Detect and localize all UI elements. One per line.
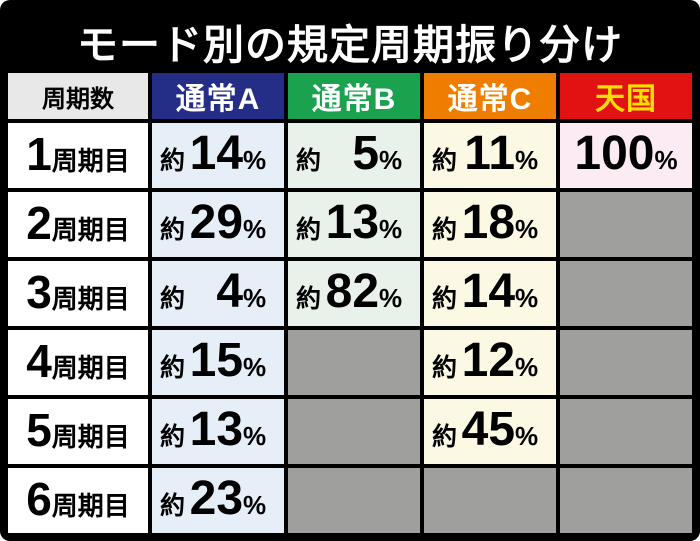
row-label-cycle-1: 1 周期目 [8,123,148,188]
percent-unit: % [515,283,539,313]
table-cell: 約 45 % [424,399,556,464]
table-cell-empty [288,399,420,464]
percent-unit: % [379,283,403,313]
percent-unit: % [515,352,539,382]
percent-unit: % [243,490,267,520]
percent-value: 12 [461,334,516,387]
table-cell: 約 29 % [152,192,284,257]
percent-unit: % [379,145,403,175]
cycle-number: 5 [26,404,52,456]
column-header-cycle-count: 周期数 [8,73,148,119]
percent-value: 18 [461,196,516,249]
column-header-normal-c: 通常C [424,73,556,119]
percent-value: 11 [464,127,516,180]
percent-unit: % [654,145,678,175]
table-cell: 約 5 % [288,123,420,188]
approx-prefix: 約 [160,492,186,520]
approx-prefix: 約 [296,216,322,244]
cycle-suffix: 周期目 [51,284,130,314]
table-cell-empty [560,330,692,395]
approx-prefix: 約 [160,285,186,313]
cycle-number: 3 [26,266,52,318]
percent-value: 14 [189,127,244,180]
column-header-heaven: 天国 [560,73,692,119]
cycle-suffix: 周期目 [51,491,130,521]
column-header-normal-b: 通常B [288,73,420,119]
percent-value: 13 [189,403,244,456]
table-cell: 約 13 % [152,399,284,464]
table-cell: 約 13 % [288,192,420,257]
row-label-cycle-2: 2 周期目 [8,192,148,257]
table-cell: 約 11 % [424,123,556,188]
table-cell: 約 18 % [424,192,556,257]
cycle-suffix: 周期目 [51,215,130,245]
table-cell: 約 14 % [424,261,556,326]
row-label-cycle-5: 5 周期目 [8,399,148,464]
percent-value: 45 [461,403,516,456]
percent-unit: % [243,421,267,451]
approx-prefix: 約 [432,147,458,175]
table-cell: 約 12 % [424,330,556,395]
approx-prefix: 約 [432,216,458,244]
percent-value: 100 [574,127,655,180]
row-label-cycle-6: 6 周期目 [8,468,148,533]
table-cell-empty [288,468,420,533]
cycle-suffix: 周期目 [51,353,130,383]
percent-unit: % [243,145,267,175]
percent-value: 23 [189,472,244,525]
percent-unit: % [243,352,267,382]
cycle-number: 1 [26,128,52,180]
percent-unit: % [379,214,403,244]
percent-unit: % [243,283,267,313]
table-cell-empty [560,468,692,533]
cycle-suffix: 周期目 [51,422,130,452]
approx-prefix: 約 [432,423,458,451]
cycle-suffix: 周期目 [51,146,130,176]
percent-value: 5 [352,127,380,180]
table-cell: 約 4 % [152,261,284,326]
approx-prefix: 約 [160,354,186,382]
percent-value: 13 [325,196,380,249]
approx-prefix: 約 [160,147,186,175]
approx-prefix: 約 [296,285,322,313]
approx-prefix: 約 [160,423,186,451]
table-cell-empty [288,330,420,395]
table-cell: 約 82 % [288,261,420,326]
row-label-cycle-3: 3 周期目 [8,261,148,326]
table-cell-empty [560,192,692,257]
percent-value: 15 [189,334,244,387]
percent-value: 14 [461,265,516,318]
percent-unit: % [515,214,539,244]
table-cell: 約 23 % [152,468,284,533]
cycle-number: 4 [26,335,52,387]
table-cell: 約 14 % [152,123,284,188]
percent-value: 82 [325,265,380,318]
row-label-cycle-4: 4 周期目 [8,330,148,395]
approx-prefix: 約 [160,216,186,244]
percent-unit: % [515,145,539,175]
percent-value: 29 [189,196,244,249]
percent-unit: % [243,214,267,244]
approx-prefix: 約 [432,285,458,313]
table-cell: 100 % [560,123,692,188]
table-cell-empty [560,399,692,464]
cycle-number: 6 [26,473,52,525]
table-cell-empty [560,261,692,326]
mode-cycle-distribution-table: 周期数 通常A 通常B 通常C 天国 1 周期目 約 14 % 約 5 % 約 … [8,73,692,533]
table-cell-empty [424,468,556,533]
table-cell: 約 15 % [152,330,284,395]
approx-prefix: 約 [296,147,322,175]
page-title: モード別の規定周期振り分け [77,21,623,68]
percent-value: 4 [216,265,244,318]
approx-prefix: 約 [432,354,458,382]
percent-unit: % [515,421,539,451]
column-header-normal-a: 通常A [152,73,284,119]
cycle-number: 2 [26,197,52,249]
